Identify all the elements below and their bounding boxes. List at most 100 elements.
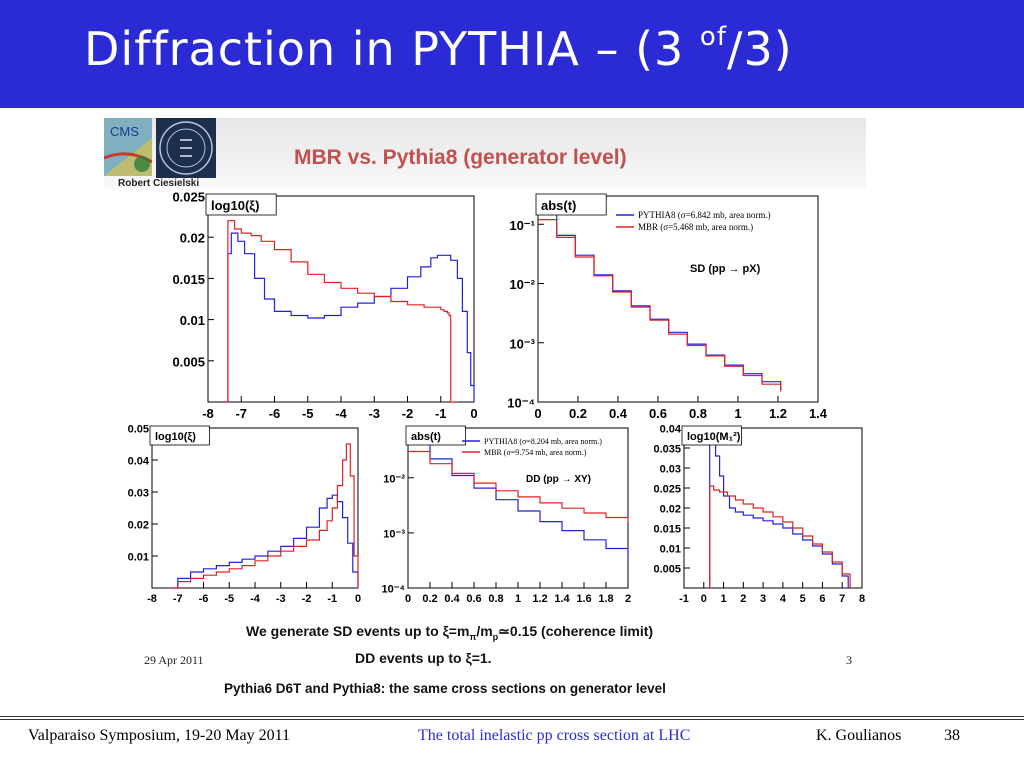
x-tick-label: -4: [250, 593, 261, 605]
y-tick-label: 10⁻²: [509, 277, 535, 292]
x-tick-label: -1: [679, 593, 689, 605]
x-tick-label: 4: [780, 593, 787, 605]
chart-sd-abst: 0 0.2 0.4 0.6 0.8 1 1.2 1.4 10⁻⁴ 10⁻³ 10⁻² 10⁻¹ abs(…: [507, 193, 828, 421]
y-tick-label: 10⁻²: [383, 473, 405, 485]
series-line-mbr: [707, 485, 851, 589]
series-line-pythia8: [224, 232, 475, 403]
x-tick-label: 0: [405, 593, 411, 605]
y-tick-label: 10⁻⁴: [382, 584, 405, 596]
y-tick-label: 0.04: [128, 456, 150, 468]
series-line-mbr: [538, 219, 782, 392]
embedded-author: Robert Ciesielski: [118, 178, 200, 189]
x-tick-label: -8: [147, 593, 157, 605]
y-tick-label: 0.015: [653, 524, 681, 536]
chart-title-box: [205, 193, 277, 216]
y-tick-label: 0.03: [128, 488, 149, 500]
y-tick-label: 0.02: [660, 504, 681, 516]
footer-talk-title: The total inelastic pp cross section at …: [418, 727, 691, 744]
chart-title-box: [405, 425, 466, 446]
y-tick-label: 0.04: [660, 424, 682, 436]
y-tick-label: 0.03: [660, 464, 681, 476]
x-tick-label: 1.6: [576, 593, 591, 605]
y-tick-label: 10⁻³: [383, 528, 405, 540]
footer-page-number: 38: [944, 727, 960, 744]
footer-author: K. Goulianos: [816, 727, 902, 744]
x-tick-label: 0.4: [609, 406, 628, 421]
x-tick-label: -6: [269, 406, 281, 421]
x-tick-label: 0: [701, 593, 707, 605]
x-tick-label: -2: [402, 406, 414, 421]
y-tick-label: 0.025: [172, 190, 205, 205]
series-line-mbr: [224, 220, 458, 403]
x-tick-label: 1.4: [554, 593, 570, 605]
x-tick-label: 5: [800, 593, 806, 605]
x-tick-label: 0.2: [569, 406, 587, 421]
x-tick-label: 0: [470, 406, 477, 421]
x-tick-label: 1: [515, 593, 521, 605]
footer-divider: [0, 716, 1024, 720]
y-tick-label: 10⁻³: [509, 336, 535, 351]
embedded-page-number: 3: [846, 653, 852, 667]
x-tick-label: 0.6: [466, 593, 481, 605]
y-tick-label: 0.015: [172, 272, 205, 287]
plot-frame: [537, 195, 819, 403]
chart-dd-abst: 0 0.2 0.4 0.6 0.8 1 1.2 1.4 1.6 1.8 2 10⁻⁴ 10⁻³ 10⁻² a…: [382, 425, 631, 605]
slide-title: Diffraction in PYTHIA – (3 of/3): [84, 22, 793, 76]
x-tick-label: 1: [720, 593, 726, 605]
slide-title-end: /3): [726, 22, 793, 76]
chart-annotation: SD (pp → pX): [690, 263, 761, 275]
chart-title: log10(ξ): [155, 431, 196, 443]
y-tick-label: 0.01: [128, 552, 149, 564]
x-tick-label: 2: [625, 593, 631, 605]
footer-conference: Valparaiso Symposium, 19-20 May 2011: [28, 727, 291, 744]
y-tick-label: 0.02: [180, 231, 205, 246]
x-tick-label: 0.8: [689, 406, 707, 421]
x-tick-label: -1: [327, 593, 337, 605]
legend-entry: PYTHIA8 (σ=6.842 mb, area norm.): [638, 210, 771, 220]
x-tick-label: 3: [760, 593, 766, 605]
y-tick-label: 0.01: [180, 313, 205, 328]
y-tick-label: 10⁻¹: [509, 218, 535, 233]
x-tick-label: 0.8: [488, 593, 503, 605]
y-tick-label: 0.005: [172, 354, 205, 369]
x-tick-label: 0.2: [422, 593, 437, 605]
x-tick-label: -8: [202, 406, 214, 421]
embedded-slide-header: [104, 118, 866, 188]
x-tick-label: -6: [199, 593, 209, 605]
series-line-mbr: [408, 450, 629, 522]
slide-title-sup: of: [699, 22, 727, 52]
chart-sd-logxi: -8 -7 -6 -5 -4 -3 -2 -1 0 0.005 0.01 0.015 0.02 0.025…: [172, 190, 477, 422]
x-tick-label: 1.4: [809, 406, 828, 421]
legend-entry: MBR (σ=9.754 mb, area norm.): [484, 448, 587, 457]
x-tick-label: -1: [435, 406, 447, 421]
x-tick-label: 1: [734, 406, 741, 421]
series-line-mbr: [170, 443, 359, 589]
chart-title-box: [149, 425, 210, 446]
x-tick-label: 7: [839, 593, 845, 605]
x-tick-label: 2: [740, 593, 746, 605]
x-tick-label: -3: [368, 406, 380, 421]
y-tick-label: 10⁻⁴: [507, 396, 535, 411]
note-sd-range: We generate SD events up to ξ=mπ/mp≃0.15…: [246, 623, 654, 642]
x-tick-label: 6: [819, 593, 825, 605]
x-tick-label: -4: [335, 406, 347, 421]
legend-entry: PYTHIA8 (σ=8.204 mb, area norm.): [484, 437, 602, 446]
chart-title: abs(t): [411, 431, 441, 443]
slide-title-main: Diffraction in PYTHIA – (3: [84, 22, 700, 76]
embedded-title: MBR vs. Pythia8 (generator level): [294, 146, 627, 169]
rockefeller-logo: [156, 118, 216, 178]
x-tick-label: 0: [355, 593, 361, 605]
embedded-slide: CMS Robert Ciesielski MBR vs. Pythia8 (g…: [104, 118, 866, 710]
y-tick-label: 0.025: [653, 484, 681, 496]
x-tick-label: -2: [302, 593, 312, 605]
chart-title: log10(M₁²): [687, 431, 741, 443]
x-tick-label: 1.2: [532, 593, 547, 605]
embedded-date: 29 Apr 2011: [144, 653, 204, 667]
x-tick-label: -3: [276, 593, 286, 605]
chart-title: log10(ξ): [211, 198, 259, 213]
x-tick-label: -5: [224, 593, 234, 605]
chart-title-box: [681, 425, 742, 446]
x-tick-label: 8: [859, 593, 865, 605]
y-tick-label: 0.02: [128, 520, 149, 532]
y-tick-label: 0.05: [128, 424, 149, 436]
